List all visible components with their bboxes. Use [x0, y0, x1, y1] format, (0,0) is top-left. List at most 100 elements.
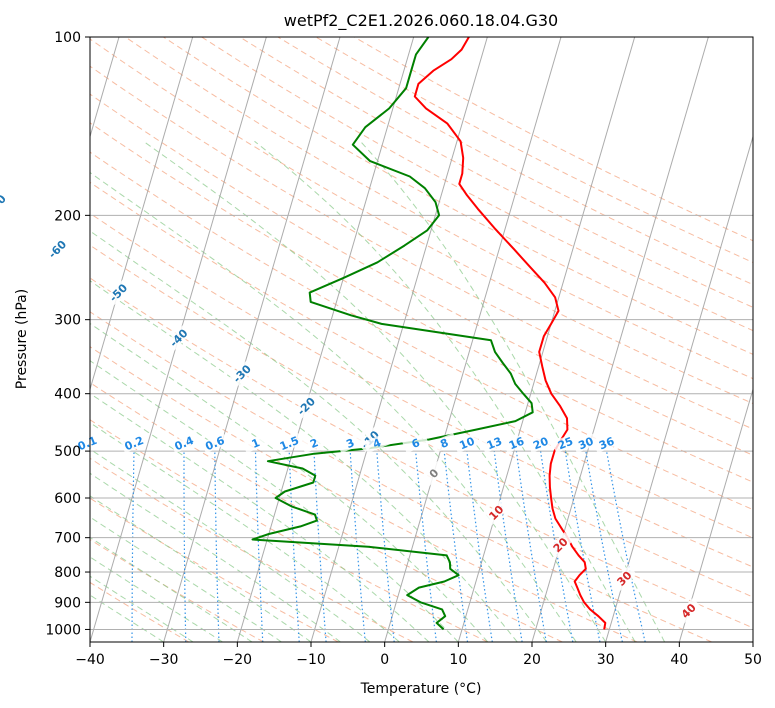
mixing-ratio-label: 25: [556, 435, 575, 453]
mixing-ratio-label: 30: [576, 435, 595, 453]
mixing-ratio-label-bg: [363, 433, 391, 454]
mixing-ratio-label-bg: [275, 433, 303, 454]
isotherm-line: [163, 37, 341, 642]
isotherm-label-bg: [483, 499, 509, 526]
y-tick-label: 100: [54, 30, 81, 46]
x-axis-label: Temperature (°C): [360, 681, 482, 697]
dry-adiabat-line: [90, 93, 753, 456]
x-tick-label: 0: [380, 652, 389, 668]
x-tick-label: 40: [670, 652, 688, 668]
x-tick-label: −10: [296, 652, 326, 668]
isotherm-line: [678, 387, 753, 642]
y-axis-ticks: 100 200 300 400 500 600 700 800 900 1000: [45, 30, 90, 638]
mixing-ratio-line: [466, 451, 493, 642]
dry-adiabat-line: [90, 419, 488, 642]
mixing-ratio-label-group: 20: [527, 433, 554, 454]
dry-adiabat-line: [90, 457, 414, 642]
mixing-ratio-line: [585, 450, 623, 642]
mixing-ratio-label-group: 36: [593, 433, 620, 454]
dry-adiabat-line: [239, 37, 753, 308]
mixing-ratio-label-group: 3: [336, 433, 364, 454]
mixing-ratio-label-bg: [73, 433, 101, 454]
mixing-ratio-label-bg: [527, 433, 554, 454]
mixing-ratio-label-bg: [201, 433, 229, 454]
mixing-ratio-label: 36: [597, 435, 616, 453]
y-tick-label: 400: [54, 387, 81, 403]
isotherm-line: [457, 37, 636, 642]
mixing-ratio-label-bg: [170, 433, 198, 454]
isotherm-label-bg: [675, 598, 702, 624]
mixing-ratio-label: 13: [485, 435, 504, 453]
isotherm-label-bg: [229, 360, 255, 387]
isotherm-label-group: -60: [44, 236, 70, 262]
mixing-ratio-label-bg: [551, 433, 579, 454]
mixing-ratio-line: [564, 451, 601, 642]
x-tick-label: 50: [744, 652, 762, 668]
mixing-ratio-label: 10: [458, 435, 477, 453]
mixing-ratio-label-bg: [300, 433, 328, 454]
dry-adiabat-line: [90, 538, 264, 642]
mixing-ratio-label-group: 6: [402, 433, 429, 454]
mixing-ratio-label: 16: [507, 435, 526, 453]
mixing-ratio-label-bg: [453, 433, 481, 454]
mixing-ratio-label-bg: [593, 433, 620, 454]
isotherm-label-bg: [165, 325, 192, 351]
isotherm-label-bg: [547, 532, 574, 558]
mixing-ratio-label: 20: [531, 435, 550, 453]
mixing-ratio-line: [493, 451, 523, 642]
profile-lines: [251, 37, 607, 631]
y-tick-label: 300: [54, 313, 81, 329]
mixing-ratio-label: 2: [308, 436, 320, 451]
mixing-ratio-label-group: 1: [242, 433, 269, 454]
x-tick-label: −30: [149, 652, 179, 668]
y-axis-label: Pressure (hPa): [14, 289, 30, 389]
y-tick-label: 200: [54, 208, 81, 224]
mixing-ratio-label-bg: [572, 433, 600, 454]
mixing-ratio-label-bg: [480, 433, 508, 454]
mixing-ratio-label-bg: [430, 433, 458, 454]
isotherm-label-bg: [421, 460, 447, 487]
mixing-ratio-line: [415, 451, 437, 642]
isotherm-line: [90, 37, 194, 392]
mixing-ratio-label-group: 8: [430, 433, 458, 454]
mixing-ratio-line: [349, 451, 366, 642]
dry-adiabat-line: [90, 244, 753, 598]
dry-adiabat-line: [90, 122, 753, 483]
dry-adiabat-line: [90, 38, 753, 405]
x-tick-label: −20: [223, 652, 253, 668]
x-axis-ticks: −40 −30 −20 −10 0 10 20 30 40 50: [75, 642, 762, 668]
dry-adiabat-line: [90, 311, 712, 642]
isotherm-label: -70: [0, 192, 9, 215]
isotherm-line: [752, 640, 753, 642]
mixing-ratio-label-group: 2: [300, 433, 328, 454]
isotherm-label-bg: [293, 393, 319, 419]
mixing-ratio-label: 8: [438, 436, 450, 451]
mixing-ratio-label-group: 30: [572, 433, 600, 454]
mixing-ratio-line: [443, 451, 469, 642]
mixing-ratio-label-group: 10: [453, 433, 481, 454]
mixing-ratio-line: [376, 451, 395, 642]
mixing-ratio-label-bg: [242, 433, 269, 454]
x-tick-label: −40: [75, 652, 105, 668]
dry-adiabat-line: [90, 277, 753, 629]
mixing-ratio-label-group: 25: [551, 433, 579, 454]
mixing-ratio-label-group: 4: [363, 433, 391, 454]
mixing-ratio-label: 1: [250, 436, 262, 451]
dry-adiabat-line: [125, 37, 753, 380]
mixing-ratio-line: [605, 450, 646, 642]
x-tick-label: 20: [523, 652, 541, 668]
dry-adiabat-line: [90, 151, 753, 511]
y-tick-label: 900: [54, 595, 81, 611]
plot-frame: [89, 36, 754, 643]
isotherm-label-group: -70: [0, 190, 10, 217]
mixing-ratio-label-bg: [120, 433, 148, 454]
mixing-ratio-label-bg: [402, 433, 429, 454]
mixing-ratio-label-bg: [503, 433, 530, 454]
y-tick-label: 800: [54, 565, 81, 581]
temperature-line: [413, 37, 607, 630]
isotherm-label-group: 0: [421, 460, 447, 487]
dry-adiabat-line: [277, 37, 753, 286]
x-tick-label: 30: [597, 652, 615, 668]
dry-adiabat-line: [90, 181, 753, 539]
